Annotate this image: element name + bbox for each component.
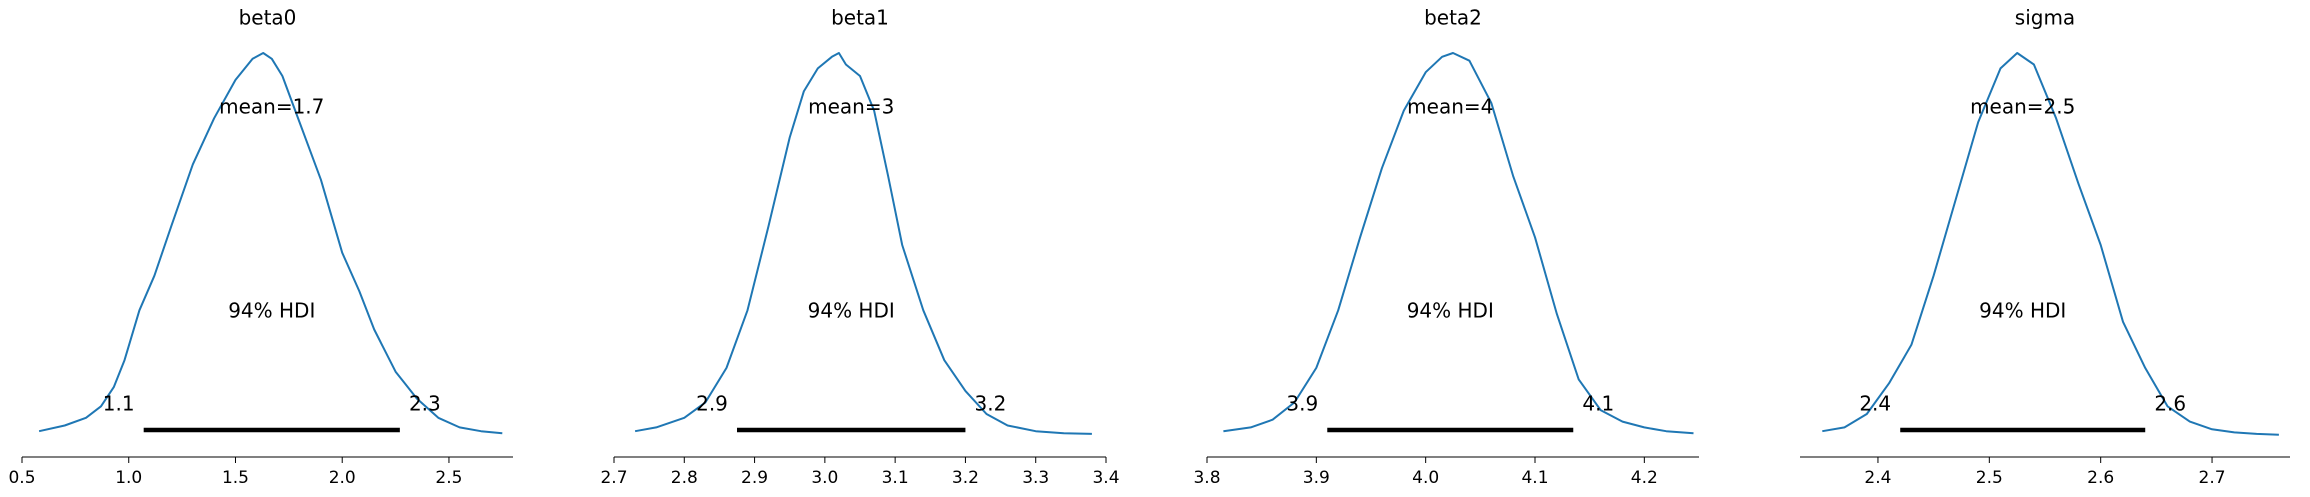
x-tick-label: 2.7	[600, 468, 627, 488]
panel-title: sigma	[2015, 6, 2075, 30]
density-curve	[634, 52, 1092, 435]
hdi-label: 94% HDI	[228, 299, 315, 323]
x-tick-label: 2.4	[1864, 468, 1891, 488]
hdi-low-label: 1.1	[103, 392, 135, 416]
hdi-label: 94% HDI	[1979, 299, 2066, 323]
mean-label: mean=1.7	[219, 95, 324, 119]
x-tick-label: 3.1	[882, 468, 909, 488]
hdi-label: 94% HDI	[1407, 299, 1494, 323]
x-tick-label: 3.3	[1022, 468, 1049, 488]
density-curve	[1822, 52, 2279, 436]
panel-title: beta2	[1424, 6, 1482, 30]
x-tick-label: 1.5	[222, 468, 249, 488]
x-tick-label: 2.5	[435, 468, 462, 488]
x-tick-label: 2.7	[2199, 468, 2226, 488]
panel-title: beta1	[831, 6, 889, 30]
mean-label: mean=3	[808, 95, 894, 119]
panel-title: beta0	[239, 6, 297, 30]
hdi-low-label: 3.9	[1286, 392, 1318, 416]
hdi-high-label: 2.6	[2154, 392, 2186, 416]
x-tick-label: 2.0	[329, 468, 356, 488]
x-tick-label: 2.9	[741, 468, 768, 488]
x-tick-label: 3.9	[1303, 468, 1330, 488]
x-tick-label: 4.2	[1631, 468, 1658, 488]
x-tick-label: 2.5	[1976, 468, 2003, 488]
mean-label: mean=4	[1407, 95, 1493, 119]
x-tick-label: 2.6	[2087, 468, 2114, 488]
hdi-low-label: 2.4	[1859, 392, 1891, 416]
x-tick-label: 2.8	[671, 468, 698, 488]
x-tick-label: 3.8	[1193, 468, 1220, 488]
mean-label: mean=2.5	[1970, 95, 2075, 119]
hdi-label: 94% HDI	[808, 299, 895, 323]
hdi-high-label: 2.3	[409, 392, 441, 416]
x-tick-label: 0.5	[8, 468, 35, 488]
x-tick-label: 3.2	[952, 468, 979, 488]
x-tick-label: 3.4	[1092, 468, 1119, 488]
x-tick-label: 3.0	[811, 468, 838, 488]
x-tick-label: 4.0	[1412, 468, 1439, 488]
x-tick-label: 1.0	[115, 468, 142, 488]
hdi-high-label: 3.2	[975, 392, 1007, 416]
hdi-high-label: 4.1	[1582, 392, 1614, 416]
hdi-low-label: 2.9	[696, 392, 728, 416]
density-curve	[1223, 52, 1694, 435]
density-curve	[38, 52, 503, 435]
x-tick-label: 4.1	[1521, 468, 1548, 488]
